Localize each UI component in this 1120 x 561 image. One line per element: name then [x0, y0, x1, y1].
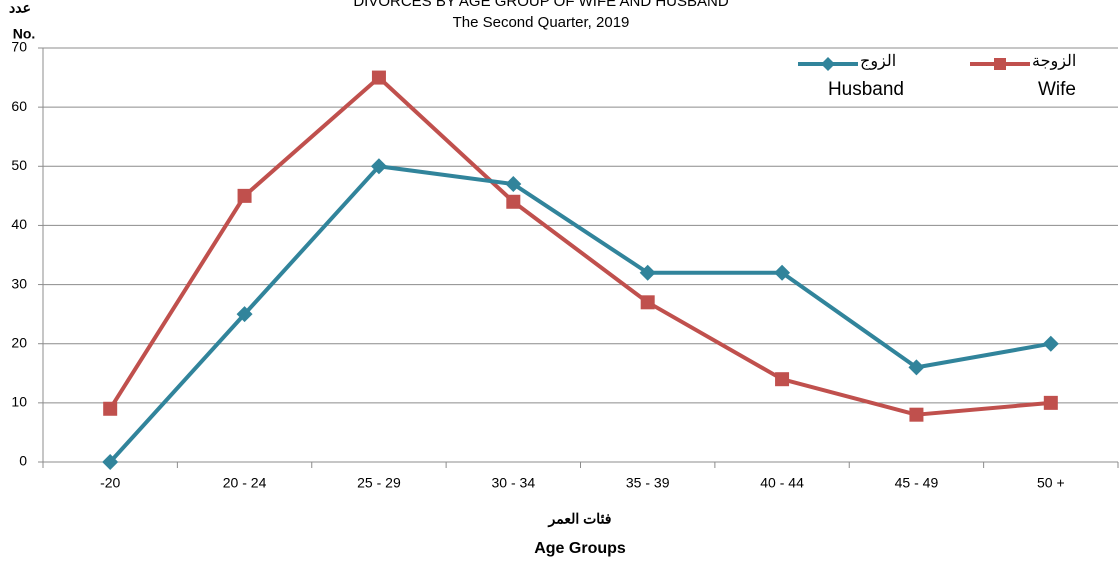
- y-axis-label-ar: عدد: [9, 0, 31, 16]
- y-tick-label: 60: [11, 98, 27, 114]
- data-point: [640, 295, 655, 310]
- data-point: [370, 158, 387, 175]
- y-axis-label: No.: [13, 26, 36, 42]
- legend-marker: [994, 58, 1006, 70]
- y-tick-label: 40: [11, 216, 27, 232]
- chart-subtitle: The Second Quarter, 2019: [453, 14, 630, 31]
- y-tick-label: 50: [11, 157, 27, 173]
- data-point: [236, 306, 253, 323]
- y-tick-label: 30: [11, 275, 27, 291]
- x-tick-label: 45 - 49: [895, 475, 939, 491]
- data-point: [775, 372, 790, 387]
- legend-label: Wife: [1038, 79, 1076, 100]
- x-tick-label: -20: [100, 475, 120, 491]
- data-point: [1042, 335, 1059, 352]
- data-point: [237, 188, 252, 203]
- y-tick-label: 0: [19, 453, 27, 469]
- x-axis-label: Age Groups: [534, 540, 626, 557]
- data-point: [639, 264, 656, 281]
- x-tick-label: 30 - 34: [492, 475, 536, 491]
- legend-marker: [821, 57, 835, 71]
- x-tick-label: 20 - 24: [223, 475, 267, 491]
- data-point: [908, 359, 925, 376]
- y-tick-label: 70: [11, 39, 27, 55]
- chart-title: DIVORCES BY AGE GROUP OF WIFE AND HUSBAN…: [353, 0, 729, 10]
- data-point: [102, 454, 119, 470]
- legend-label-ar: الزوجة: [1032, 53, 1076, 70]
- x-tick-label: 40 - 44: [760, 475, 804, 491]
- data-point: [505, 176, 522, 193]
- legend-label: Husband: [828, 79, 904, 100]
- data-point: [506, 194, 521, 209]
- x-axis-label-ar: فئات العمر: [548, 511, 612, 528]
- x-tick-label: 35 - 39: [626, 475, 670, 491]
- y-tick-label: 10: [11, 394, 27, 410]
- legend-label-ar: الزوج: [860, 53, 896, 70]
- data-point: [909, 407, 924, 422]
- data-point: [103, 401, 118, 416]
- series-line: [108, 75, 1051, 417]
- series-line: [108, 164, 1052, 464]
- data-point: [371, 70, 386, 85]
- x-tick-label: 50 +: [1037, 475, 1065, 491]
- y-tick-label: 20: [11, 334, 27, 350]
- x-tick-label: 25 - 29: [357, 475, 401, 491]
- data-point: [1043, 395, 1058, 410]
- data-point: [774, 264, 791, 281]
